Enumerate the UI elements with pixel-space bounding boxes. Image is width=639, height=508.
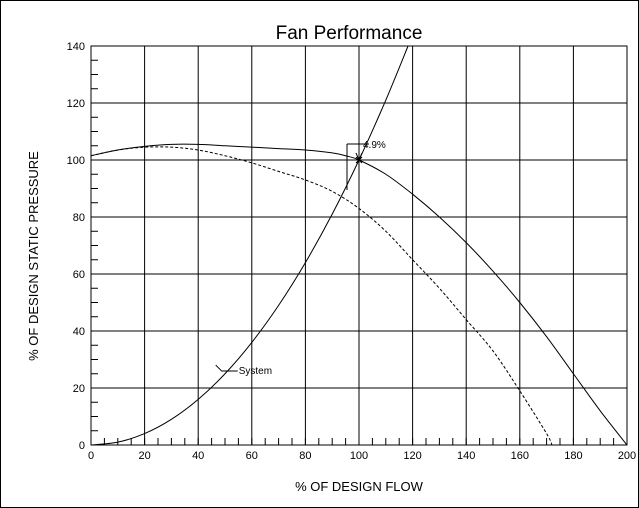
y-tick-label: 80 — [73, 212, 85, 224]
y-tick-label: 100 — [67, 155, 85, 167]
y-tick-label: 40 — [73, 326, 85, 338]
x-tick-label: 100 — [350, 450, 368, 462]
y-axis-label: % OF DESIGN STATIC PRESSURE — [26, 151, 41, 361]
series-line-2 — [90, 45, 409, 446]
x-tick-labels: 0 20 40 60 80 100 120 140 160 180 200 — [88, 450, 636, 462]
plot-area — [90, 45, 628, 446]
series-line-0 — [90, 143, 628, 446]
annotations: 4.9% System — [215, 140, 386, 377]
x-tick-label: 140 — [457, 450, 475, 462]
x-tick-label: 120 — [403, 450, 421, 462]
x-tick-label: 160 — [511, 450, 529, 462]
series-line-1 — [90, 146, 553, 446]
x-tick-label: 40 — [192, 450, 204, 462]
y-tick-labels: 0 20 40 60 80 100 120 140 — [67, 41, 85, 452]
y-tick-label: 120 — [67, 98, 85, 110]
design-point-marker — [355, 156, 363, 164]
x-tick-label: 200 — [618, 450, 636, 462]
y-tick-label: 140 — [67, 41, 85, 53]
pressure-drop-label: 4.9% — [363, 140, 386, 151]
system-curve-label: System — [239, 366, 272, 377]
x-tick-label: 80 — [299, 450, 311, 462]
y-tick-label: 20 — [73, 383, 85, 395]
x-tick-label: 20 — [138, 450, 150, 462]
x-axis-label: % OF DESIGN FLOW — [295, 479, 424, 494]
x-tick-label: 0 — [88, 450, 94, 462]
y-tick-label: 0 — [79, 440, 85, 452]
y-tick-label: 60 — [73, 269, 85, 281]
grid — [90, 45, 628, 446]
chart-title: Fan Performance — [276, 23, 423, 44]
system-label-leader — [215, 364, 238, 372]
x-tick-label: 180 — [564, 450, 582, 462]
x-tick-label: 60 — [246, 450, 258, 462]
